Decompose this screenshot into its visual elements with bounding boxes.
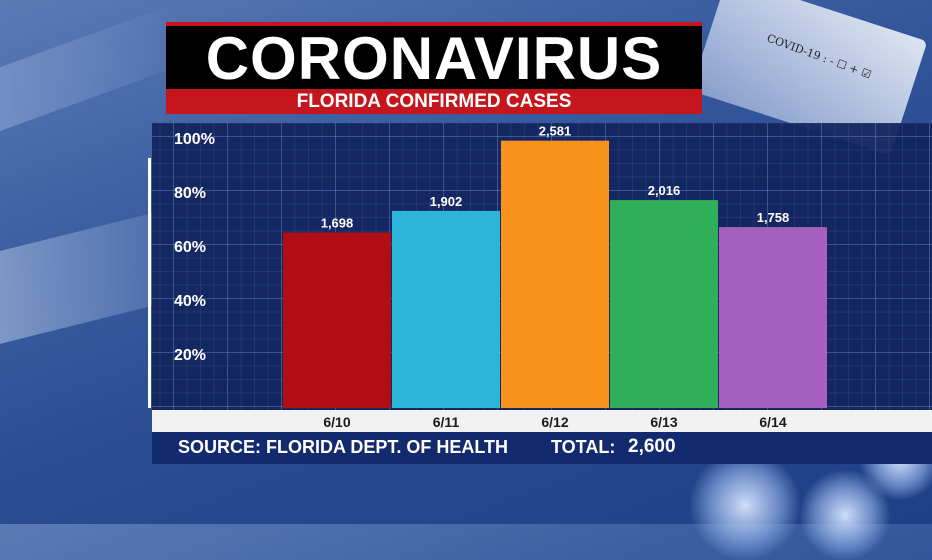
y-tick-label: 80% — [174, 185, 206, 202]
y-tick-label: 60% — [174, 239, 206, 256]
y-tick-label: 100% — [174, 131, 215, 148]
x-tick-label: 6/11 — [433, 414, 460, 430]
bar-value-label: 1,698 — [321, 216, 354, 231]
source-band — [152, 432, 932, 464]
y-tick-label: 40% — [174, 293, 206, 310]
bar-value-label: 1,902 — [430, 194, 463, 209]
bar-value-label: 1,758 — [757, 210, 790, 225]
bar-chart: 20% 40% 60% 80% 100% 1,698 6/10 1,902 6/11 2,581 6… — [174, 124, 827, 430]
x-tick-label: 6/13 — [650, 414, 677, 430]
x-axis-band — [152, 410, 932, 432]
x-tick-label: 6/10 — [323, 414, 350, 430]
total-label: TOTAL: — [551, 437, 616, 457]
x-tick-label: 6/12 — [541, 414, 568, 430]
bar — [610, 200, 718, 408]
bar — [501, 140, 609, 408]
bar — [283, 232, 391, 408]
y-tick-label: 20% — [174, 347, 206, 364]
source-text: SOURCE: FLORIDA DEPT. OF HEALTH — [178, 437, 508, 457]
title-banner: CORONAVIRUS — [166, 22, 702, 92]
page-title: CORONAVIRUS — [205, 25, 663, 92]
bar-value-label: 2,581 — [539, 124, 572, 139]
bar-value-label: 2,016 — [648, 183, 681, 198]
chart-axis-line — [148, 158, 151, 408]
bar — [719, 227, 827, 408]
page-subtitle: FLORIDA CONFIRMED CASES — [296, 91, 572, 112]
subtitle-banner: FLORIDA CONFIRMED CASES — [166, 89, 702, 114]
total-value: 2,600 — [628, 436, 676, 457]
bar — [392, 210, 500, 408]
x-tick-label: 6/14 — [759, 414, 786, 430]
